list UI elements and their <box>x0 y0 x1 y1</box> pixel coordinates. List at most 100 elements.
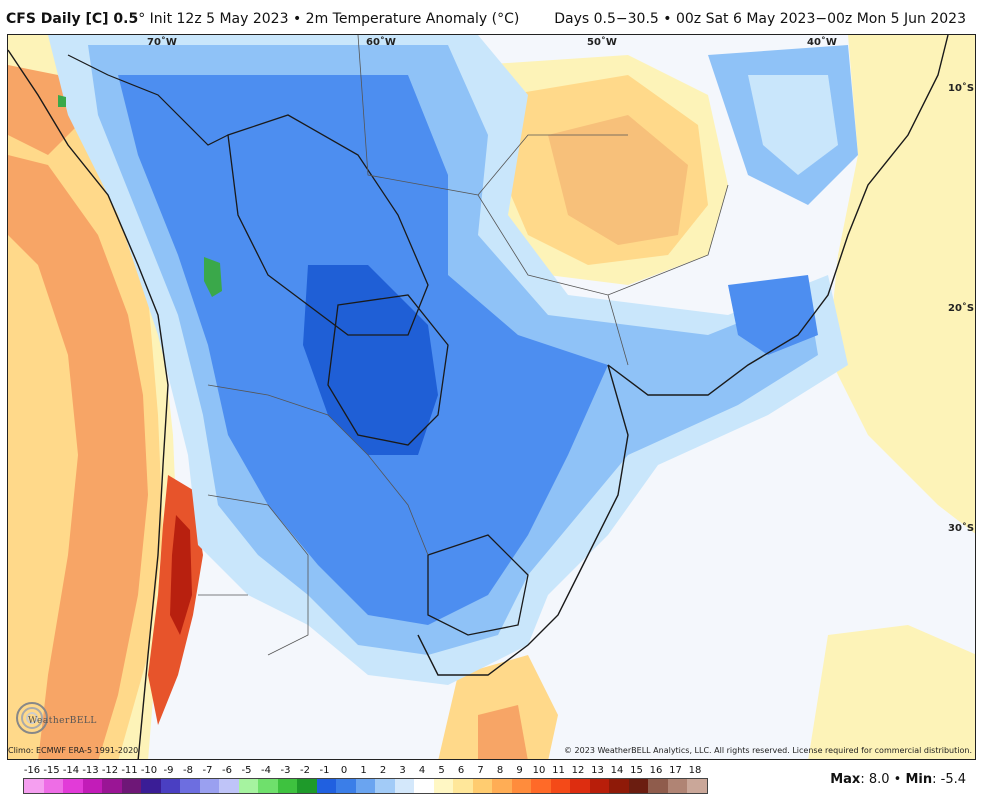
legend-tick-label: -13 <box>82 765 99 776</box>
lon-label-40w: 40˚W <box>807 37 837 48</box>
legend-tick-label: 8 <box>496 765 504 776</box>
legend-swatch <box>531 779 551 793</box>
coastline-west <box>8 49 169 759</box>
legend-tick-label: 1 <box>360 765 367 776</box>
legend-swatch <box>667 779 687 793</box>
border-bolivia <box>227 114 429 336</box>
field-name: 2m Temperature Anomaly (°C) <box>305 11 520 27</box>
legend-swatch <box>492 779 512 793</box>
legend-swatch <box>511 779 531 793</box>
init-time: Init 12z 5 May 2023 <box>149 11 289 27</box>
logo-text: WeatherBELL <box>28 716 97 726</box>
legend-swatch <box>550 779 570 793</box>
lon-label-60w: 60˚W <box>366 37 396 48</box>
copyright-note: © 2023 WeatherBELL Analytics, LLC. All r… <box>564 746 972 755</box>
green-spot-andes <box>204 257 222 297</box>
legend-tick-label: 11 <box>552 765 565 776</box>
legend-tick-label: 12 <box>571 765 585 776</box>
product-name: CFS Daily [C] 0.5 <box>6 11 139 27</box>
legend-tick-label: 15 <box>630 765 643 776</box>
max-min-summary: Max: 8.0 • Min: -5.4 <box>830 772 966 787</box>
legend-tick-label: 7 <box>477 765 484 776</box>
warm-region-southeast <box>808 625 975 759</box>
color-legend <box>23 778 708 794</box>
lat-label-30s: 30˚S <box>948 523 975 534</box>
legend-swatch <box>316 779 336 793</box>
legend-tick-label: -7 <box>202 765 213 776</box>
legend-swatch <box>180 779 200 793</box>
legend-swatch <box>589 779 609 793</box>
anomaly-map <box>8 35 975 759</box>
legend-tick-label: -6 <box>222 765 232 776</box>
weatherbell-logo-icon <box>16 702 48 734</box>
legend-swatch <box>43 779 63 793</box>
legend-swatch <box>297 779 317 793</box>
max-label: Max <box>830 772 861 787</box>
warm-region-south-core <box>478 705 528 759</box>
legend-tick-label: -5 <box>241 765 252 776</box>
legend-swatch <box>63 779 83 793</box>
min-value: : -5.4 <box>932 772 966 787</box>
legend-swatch <box>648 779 668 793</box>
legend-swatch <box>141 779 161 793</box>
legend-tick-label: -4 <box>261 765 271 776</box>
valid-range: Days 0.5−30.5 • 00z Sat 6 May 2023−00z M… <box>554 11 966 27</box>
legend-tick-label: -14 <box>62 765 80 776</box>
legend-swatch <box>355 779 375 793</box>
legend-tick-label: -11 <box>121 765 138 776</box>
min-label: Min <box>905 772 933 787</box>
legend-tick-label: 14 <box>610 765 624 776</box>
legend-swatch <box>199 779 219 793</box>
legend-tick-label: -1 <box>319 765 330 776</box>
legend-tick-label: 4 <box>418 765 426 776</box>
legend-swatch <box>472 779 492 793</box>
max-value: : 8.0 <box>860 772 890 787</box>
legend-tick-label: 17 <box>669 765 682 776</box>
legend-swatch <box>102 779 122 793</box>
legend-swatch <box>258 779 278 793</box>
legend-swatch <box>628 779 648 793</box>
legend-swatch <box>238 779 258 793</box>
header: CFS Daily [C] 0.5° Init 12z 5 May 2023 •… <box>0 0 984 34</box>
legend-tick-label: -8 <box>183 765 193 776</box>
warm-region-pacific-strong <box>8 155 148 759</box>
border-argentina <box>198 384 429 656</box>
warm-region-brazil-core <box>548 115 688 245</box>
lon-label-70w: 70˚W <box>147 37 177 48</box>
coastline-east <box>607 35 949 396</box>
legend-tick-label: 5 <box>438 765 445 776</box>
border-peru <box>67 54 229 146</box>
legend-swatch <box>24 779 44 793</box>
legend-tick-label: -12 <box>101 765 119 776</box>
green-spot-north <box>58 95 66 107</box>
legend-tick-label: 0 <box>340 765 348 776</box>
warm-region-atlantic <box>828 35 975 534</box>
legend-swatch <box>121 779 141 793</box>
legend-tick-label: -2 <box>300 765 310 776</box>
legend-tick-label: 13 <box>591 765 604 776</box>
degree-symbol: ° <box>138 11 146 27</box>
legend-tick-label: 6 <box>457 765 465 776</box>
lat-label-20s: 20˚S <box>948 303 975 314</box>
legend-swatch <box>570 779 590 793</box>
separator: • <box>292 11 302 27</box>
legend-swatch <box>433 779 453 793</box>
warm-core-andes-deep <box>170 515 192 635</box>
warm-region-south <box>438 655 558 759</box>
legend-swatch <box>277 779 297 793</box>
legend-tick-label: 2 <box>379 765 387 776</box>
map-title: CFS Daily [C] 0.5° Init 12z 5 May 2023 •… <box>6 11 519 27</box>
legend-swatch <box>82 779 102 793</box>
legend-tick-label: -10 <box>140 765 158 776</box>
legend-swatch <box>414 779 434 793</box>
legend-swatch <box>687 779 707 793</box>
legend-tick-label: -3 <box>280 765 291 776</box>
border-brazil-internal <box>357 35 729 366</box>
legend-swatch <box>453 779 473 793</box>
coastline-south <box>417 364 629 676</box>
cold-region-north-mid <box>748 75 838 175</box>
legend-tick-label: 10 <box>532 765 546 776</box>
legend-swatch <box>219 779 239 793</box>
border-paraguay <box>327 294 449 446</box>
legend-tick-label: 16 <box>649 765 663 776</box>
